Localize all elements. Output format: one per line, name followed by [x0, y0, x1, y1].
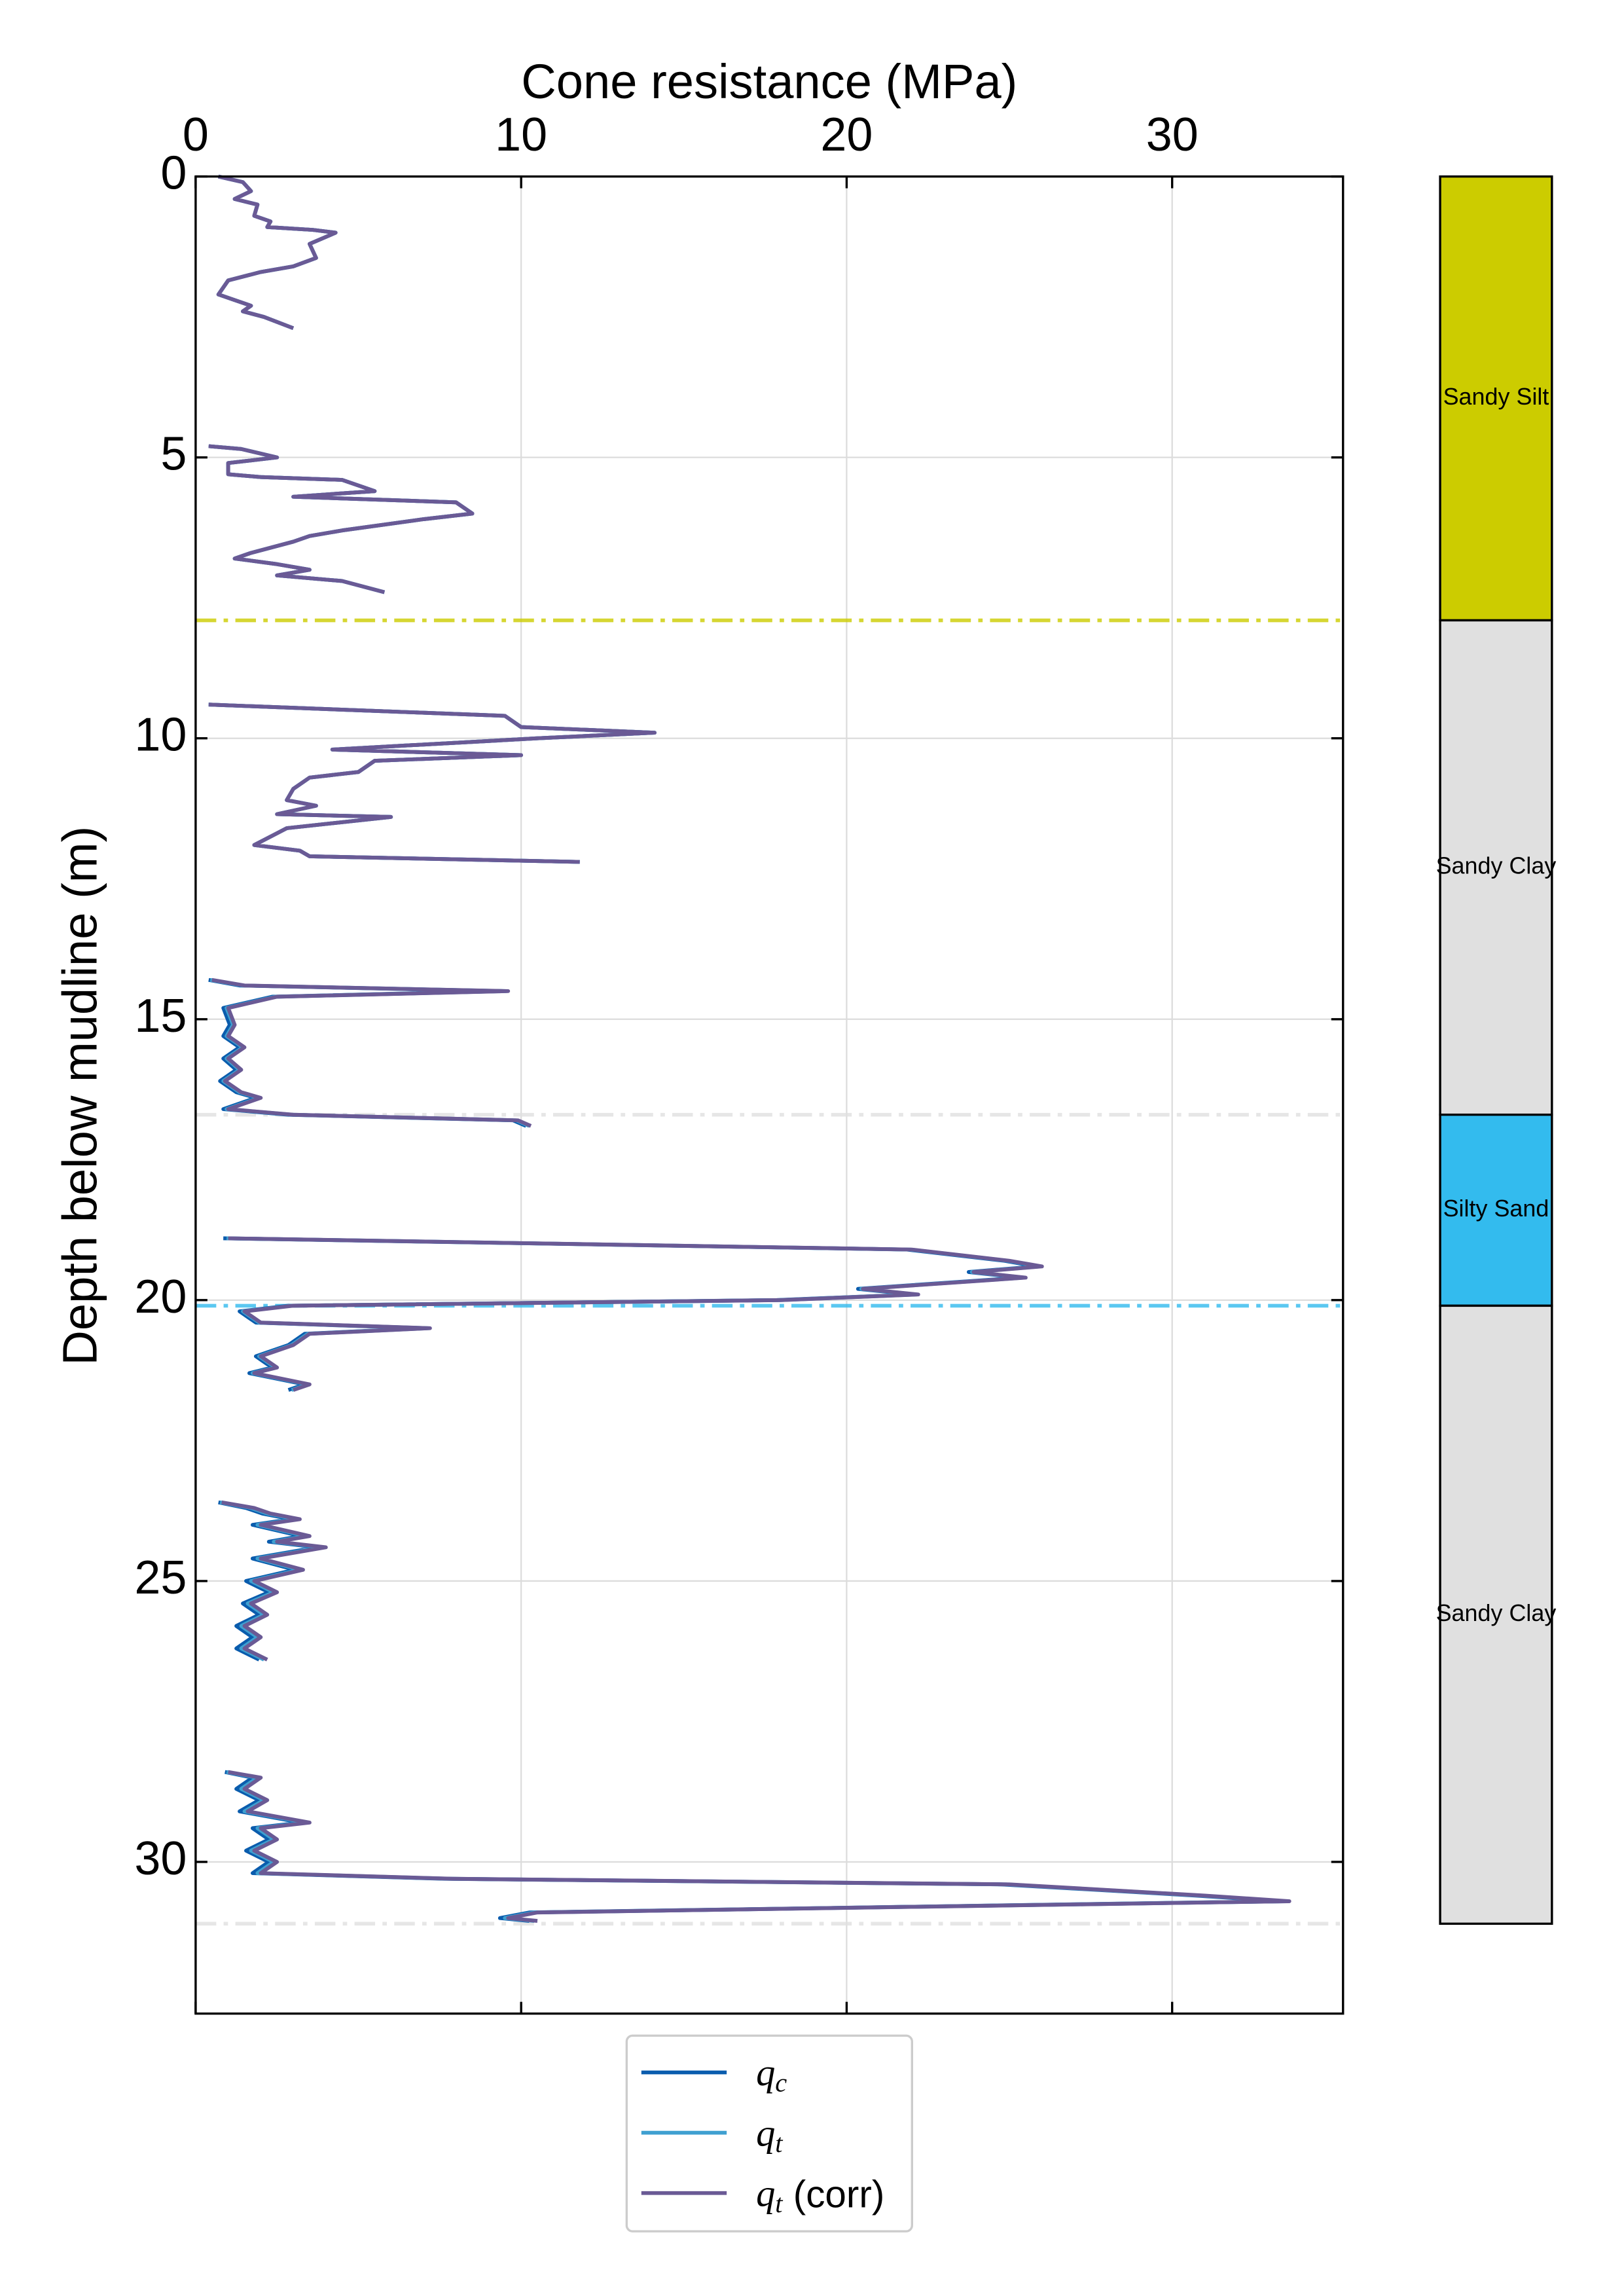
profile-line: [208, 174, 1288, 1923]
soil-layer-label: Sandy Clay: [1436, 852, 1557, 879]
soil-layer-label: Sandy Clay: [1436, 1599, 1557, 1626]
legend-label: qc: [756, 2052, 787, 2098]
soil-layer: [1439, 1304, 1553, 1925]
profile-line: [208, 174, 1284, 1923]
y-tick-label: 15: [134, 990, 187, 1042]
legend: qc qt qt (corr): [625, 2034, 914, 2232]
x-tick-label: 0: [183, 109, 209, 161]
soil-layer: [1439, 1113, 1553, 1307]
plot-frame: [194, 175, 1344, 2015]
soil-layer: [1439, 619, 1553, 1116]
legend-label: qt (corr): [756, 2172, 884, 2218]
y-tick-label: 10: [134, 709, 187, 761]
profile-line: [208, 174, 1291, 1923]
legend-frame: [625, 2034, 914, 2232]
y-tick-label: 5: [160, 428, 187, 481]
soil-layer-label: Sandy Silt: [1443, 383, 1549, 410]
soil-layer: [1439, 175, 1553, 622]
soil-layer-label: Silty Sand: [1443, 1195, 1549, 1222]
y-tick-label: 30: [134, 1832, 187, 1885]
y-tick-label: 25: [134, 1552, 187, 1604]
x-tick-label: 20: [820, 109, 873, 161]
y-tick-label: 0: [160, 147, 187, 200]
y-tick-label: 20: [134, 1271, 187, 1323]
x-tick-label: 30: [1146, 109, 1199, 161]
x-tick-label: 10: [495, 109, 547, 161]
x-axis-title: Cone resistance (MPa): [521, 54, 1017, 109]
y-axis-title: Depth below mudline (m): [53, 826, 107, 1366]
legend-label: qt: [756, 2112, 784, 2158]
